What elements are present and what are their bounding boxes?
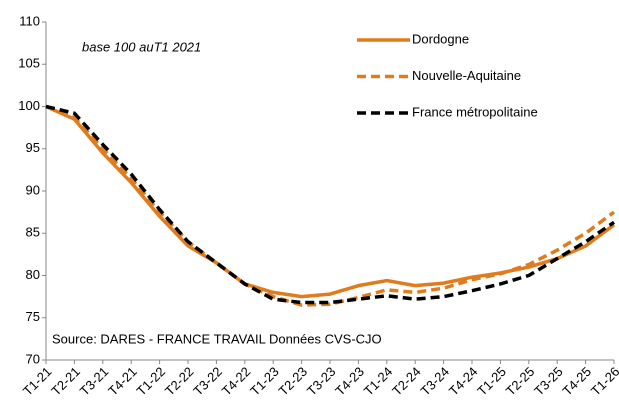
legend-label: Nouvelle-Aquitaine <box>412 68 521 83</box>
y-tick-label: 110 <box>19 13 40 28</box>
x-tick-label: T2-23 <box>276 364 311 399</box>
series-line <box>45 104 615 305</box>
x-tick-label: T1-21 <box>20 364 55 399</box>
y-tick-label: 70 <box>26 351 40 366</box>
x-tick-label: T1-25 <box>474 364 509 399</box>
x-tick-label: T3-23 <box>304 364 339 399</box>
x-tick-label: T1-26 <box>588 364 619 399</box>
x-tick-label: T2-24 <box>389 364 424 399</box>
x-tick-label: T4-22 <box>219 364 254 399</box>
y-tick-label: 90 <box>26 182 40 197</box>
x-tick-label: T3-25 <box>531 364 566 399</box>
y-tick-label: 100 <box>18 98 40 113</box>
annotation-box <box>49 328 385 350</box>
x-tick-label: T1-24 <box>361 364 396 399</box>
x-tick-label: T4-24 <box>446 364 481 399</box>
legend-label: Dordogne <box>412 31 469 46</box>
x-tick-label: T4-23 <box>332 364 367 399</box>
series-line <box>45 104 616 307</box>
y-tick-label: 75 <box>26 309 40 324</box>
x-tick-label: T2-21 <box>48 364 83 399</box>
x-tick-label: T1-23 <box>247 364 282 399</box>
x-tick-label: T2-25 <box>503 364 538 399</box>
x-tick-label: T4-25 <box>560 364 595 399</box>
x-tick-label: T3-21 <box>77 364 112 399</box>
y-tick-label: 85 <box>26 225 40 240</box>
y-tick-label: 80 <box>26 267 40 282</box>
series-line <box>45 104 616 299</box>
x-tick-label: T3-24 <box>418 364 453 399</box>
x-tick-label: T4-21 <box>105 364 140 399</box>
x-tick-label: T1-22 <box>134 364 169 399</box>
x-tick-label: T2-22 <box>162 364 197 399</box>
y-tick-label: 95 <box>26 140 40 155</box>
annotation: Source: DARES - FRANCE TRAVAIL Données C… <box>52 331 382 346</box>
legend-label: France métropolitaine <box>412 104 538 119</box>
annotation: base 100 auT1 2021 <box>82 39 201 54</box>
x-tick-label: T3-22 <box>190 364 225 399</box>
y-tick-label: 105 <box>18 56 40 71</box>
